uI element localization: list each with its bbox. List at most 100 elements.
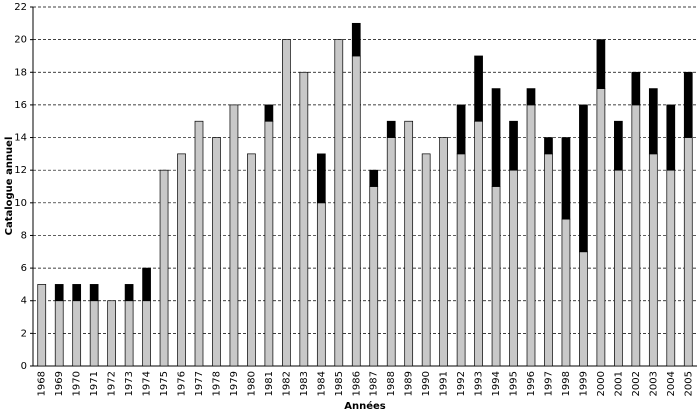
y-tick-label: 4 [21,296,27,307]
bar-segment [631,104,641,367]
x-tick-label: 1991 [439,371,450,396]
bar-segment [264,120,274,367]
y-tick-label: 16 [14,100,27,111]
x-tick-label: 1968 [37,371,48,396]
x-tick-label: 1982 [281,371,292,396]
bar-segment [631,71,641,106]
bar-segment [124,300,134,367]
bar-segment [439,137,448,367]
bar-segment [614,120,623,171]
bar-segment [456,153,466,367]
x-tick-label: 2004 [666,371,677,396]
bar-segment [107,300,116,367]
bar-segment [614,169,623,367]
x-tick-label: 1974 [142,371,153,396]
bar-segment [509,120,518,171]
x-tick-label: 1999 [578,371,589,396]
y-tick-label: 12 [14,165,27,176]
bar-segment [264,104,274,122]
y-tick-label: 10 [14,198,27,209]
bar-segment [369,186,379,367]
x-tick-label: 1980 [246,371,257,396]
x-tick-label: 2000 [596,371,607,396]
bar-segment [142,300,151,367]
x-tick-label: 1975 [159,371,170,396]
y-tick-label: 2 [21,328,27,339]
x-tick-label: 1979 [229,371,240,396]
x-tick-label: 1984 [316,371,327,396]
bar-segment [491,186,501,367]
bar-segment [351,55,361,367]
x-tick-label: 2003 [648,371,659,396]
x-tick-label: 2005 [683,371,694,396]
bar-segment [579,251,588,367]
bar-segment [369,169,379,187]
bar-segment [561,218,571,367]
x-tick-label: 1993 [474,371,485,396]
bar-segment [648,88,658,155]
x-tick-label: 1983 [299,371,310,396]
bar-segment [299,71,309,367]
y-tick-label: 22 [14,2,27,13]
bar-segment [159,169,169,367]
bar-segment [491,88,501,187]
x-tick-label: 1970 [72,371,83,396]
y-tick-label: 0 [21,361,27,372]
x-tick-label: 1998 [561,371,572,396]
bar-segment [54,284,64,302]
x-tick-label: 1988 [386,371,397,396]
bar-segment [648,153,658,367]
bar-segment [596,39,606,89]
bar-segment [456,104,466,155]
x-tick-label: 1972 [107,371,118,396]
bar-segment [316,153,326,204]
bar-segment [89,300,99,367]
bar-segment [89,284,99,302]
x-tick-label: 1995 [509,371,520,396]
bar-segment [474,120,483,367]
bar-segment [509,169,518,367]
y-tick-label: 8 [21,230,27,241]
bar-segment [683,71,693,138]
x-tick-label: 1971 [89,371,100,396]
bar-segment [386,137,396,367]
bar-segment [72,300,82,367]
x-tick-label: 2001 [613,371,624,396]
y-tick-label: 6 [21,263,27,274]
bar-segment [247,153,256,367]
y-axis-title: Catalogue annuel [4,137,15,236]
y-tick-label: 18 [14,67,27,78]
bar-segment [544,153,553,367]
bar-segment [194,120,204,367]
x-tick-label: 1987 [369,371,380,396]
x-tick-label: 1969 [54,371,65,396]
bar-segment [316,202,326,367]
bar-segment [229,104,239,367]
bar-segment [421,153,431,367]
bar-segment [561,137,571,220]
x-tick-label: 1997 [543,371,554,396]
bar-segment [596,88,606,367]
bar-segment [404,120,414,367]
x-tick-label: 1973 [124,371,135,396]
x-tick-label: 1992 [456,371,467,396]
bar-segment [72,284,82,302]
x-axis-title: Années [344,400,386,412]
bar-segment [212,137,221,367]
bar-segment [666,169,676,367]
x-tick-label: 1981 [264,371,275,396]
y-tick-label: 14 [14,133,27,144]
bar-segment [544,137,553,155]
bar-segment [474,55,483,122]
bar-segment [282,39,291,367]
bar-segment [124,284,134,302]
x-tick-label: 1976 [177,371,188,396]
bar-segment [386,120,396,138]
y-tick-label: 20 [14,35,27,46]
bar-segment [334,39,344,367]
x-tick-label: 1990 [421,371,432,396]
x-tick-label: 2002 [631,371,642,396]
x-tick-label: 1994 [491,371,502,396]
bar-segment [37,284,47,367]
